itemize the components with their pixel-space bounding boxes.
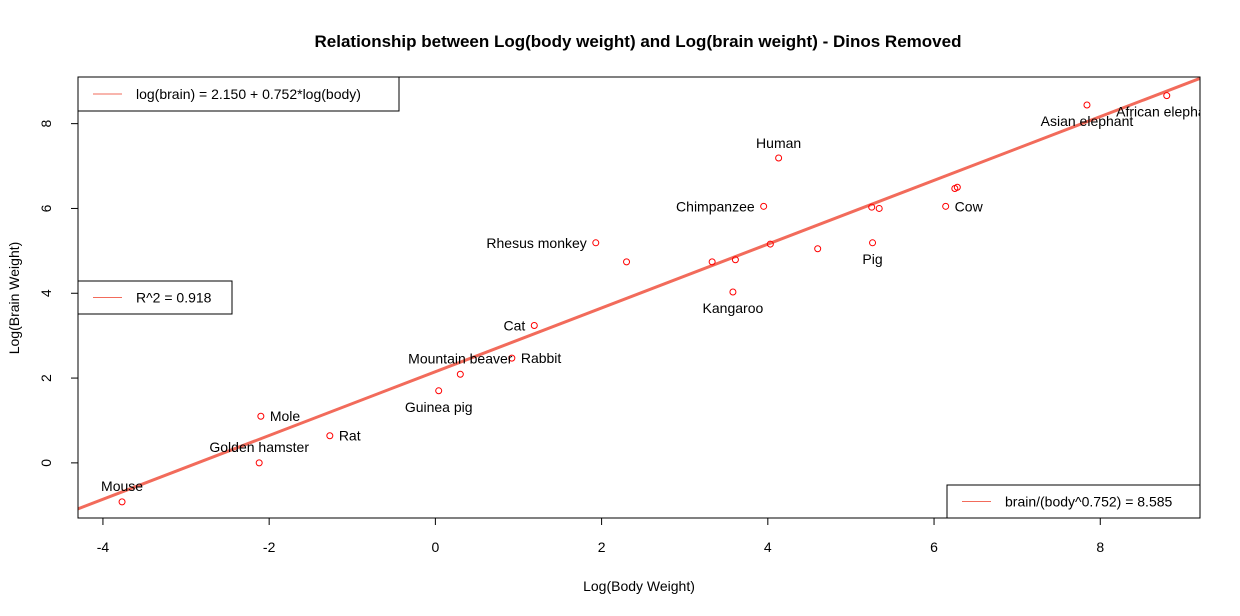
point-mouse [118, 498, 126, 506]
y-tick-label: 2 [38, 374, 54, 382]
point-label-cow: Cow [955, 198, 984, 214]
x-tick-label: -2 [263, 539, 276, 555]
y-tick-label: 4 [38, 289, 54, 297]
x-tick-label: 8 [1096, 539, 1104, 555]
y-tick-label: 6 [38, 204, 54, 212]
point-rat [326, 432, 334, 440]
point-22 [953, 183, 961, 191]
x-tick-label: 4 [764, 539, 772, 555]
point-african-elephant [1163, 92, 1171, 100]
point-14 [766, 240, 774, 248]
point-10 [708, 258, 716, 266]
point-mountain-beaver [456, 370, 464, 378]
x-axis-label: Log(Body Weight) [583, 578, 695, 594]
point-mole [257, 412, 265, 420]
x-tick-label: 2 [598, 539, 606, 555]
legend-top-left: log(brain) = 2.150 + 0.752*log(body) [77, 76, 400, 112]
point-label-golden-hamster: Golden hamster [209, 439, 309, 455]
legend-text: R^2 = 0.918 [136, 290, 212, 306]
point-label-mouse: Mouse [101, 478, 143, 494]
y-axis: 0 2 4 6 8 [38, 120, 79, 467]
point-12 [731, 256, 739, 264]
y-axis-label: Log(Brain Weight) [6, 242, 22, 355]
point-label-rabbit: Rabbit [521, 350, 562, 366]
legend-left: R^2 = 0.918 [77, 280, 233, 315]
legend-box [77, 76, 400, 112]
x-tick-label: 6 [930, 539, 938, 555]
legend-text: log(brain) = 2.150 + 0.752*log(body) [136, 86, 361, 102]
point-label-cat: Cat [503, 317, 525, 333]
y-tick-label: 8 [38, 120, 54, 128]
point-9 [623, 258, 631, 266]
point-16 [814, 245, 822, 253]
point-rabbit [508, 354, 516, 362]
point-cat [530, 321, 538, 329]
point-label-african-elephant: African elephant [1116, 104, 1217, 120]
point-human [775, 154, 783, 162]
point-label-chimpanzee: Chimpanzee [676, 198, 755, 214]
point-label-human: Human [756, 135, 801, 151]
legend-text: brain/(body^0.752) = 8.585 [1005, 494, 1173, 510]
x-tick-label: 0 [431, 539, 439, 555]
point-cow [942, 202, 950, 210]
point-label-rhesus-monkey: Rhesus monkey [486, 235, 586, 251]
y-tick-label: 0 [38, 459, 54, 467]
point-label-rat: Rat [339, 428, 361, 444]
point-asian-elephant [1083, 101, 1091, 109]
point-label-mole: Mole [270, 408, 301, 424]
point-label-guinea-pig: Guinea pig [405, 399, 473, 415]
point-rhesus-monkey [592, 239, 600, 247]
point-17 [868, 203, 876, 211]
plot-area: Mouse Golden hamster Mole Rat Guinea pig Moun… [77, 76, 1217, 519]
point-label-pig: Pig [862, 251, 882, 267]
point-kangaroo [729, 288, 737, 296]
x-tick-label: -4 [97, 539, 110, 555]
x-axis: -4 -2 0 2 4 6 8 [97, 517, 1104, 555]
point-guinea-pig [435, 387, 443, 395]
regression-line [78, 77, 1200, 511]
point-label-asian-elephant: Asian elephant [1041, 113, 1134, 129]
legend-bottom-right: brain/(body^0.752) = 8.585 [946, 484, 1201, 519]
legends: log(brain) = 2.150 + 0.752*log(body) R^2 … [77, 76, 1201, 519]
point-label-mountain-beaver: Mountain beaver [408, 350, 513, 366]
point-19 [875, 204, 883, 212]
point-pig [869, 239, 877, 247]
point-label-kangaroo: Kangaroo [703, 300, 764, 316]
point-chimpanzee [760, 202, 768, 210]
point-golden-hamster [255, 459, 263, 467]
chart-title: Relationship between Log(body weight) an… [315, 32, 962, 51]
